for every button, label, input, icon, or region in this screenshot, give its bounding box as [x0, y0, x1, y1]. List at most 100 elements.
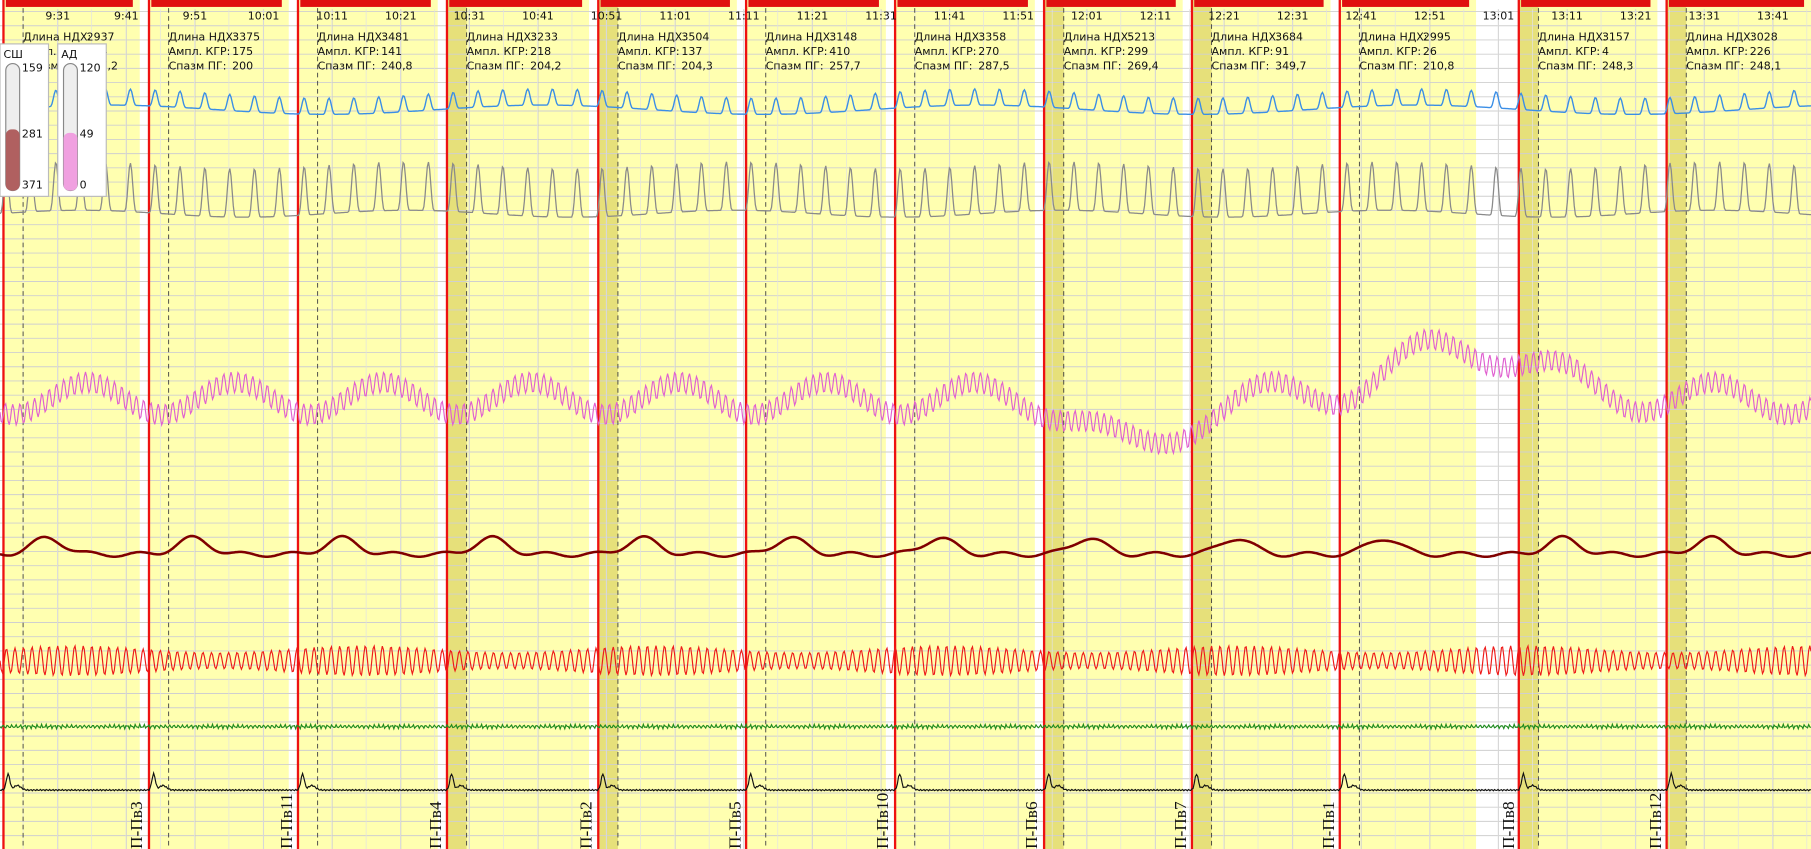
time-label: 11:31 — [865, 10, 897, 23]
stat-label: Спазм ПГ: — [1212, 59, 1270, 72]
stat-label: Спазм ПГ: — [915, 59, 973, 72]
stat-label: Длина НДХ: — [1064, 30, 1132, 43]
time-label: 12:01 — [1071, 10, 1103, 23]
stat-value: 3233 — [530, 30, 558, 43]
top-bar — [748, 0, 879, 7]
stat-label: Спазм ПГ: — [1686, 59, 1744, 72]
time-label: 9:41 — [114, 10, 139, 23]
gauge-mark: 120 — [80, 62, 101, 75]
darkred-trace — [0, 534, 1811, 559]
stat-label: Ампл. КГР: — [1212, 45, 1274, 58]
stat-value: 240,8 — [381, 59, 412, 72]
time-label: 12:11 — [1140, 10, 1172, 23]
stat-label: Ампл. КГР: — [1064, 45, 1126, 58]
stat-value: 218 — [530, 45, 551, 58]
top-bar — [1194, 0, 1324, 7]
gauge-title: АД — [61, 48, 78, 61]
stat-value: 26 — [1423, 45, 1437, 58]
stat-label: Ампл. КГР: — [618, 45, 680, 58]
top-bar — [1668, 0, 1805, 7]
top-bar — [151, 0, 282, 7]
stat-value: 175 — [232, 45, 253, 58]
bottom-label: П-Пв6 — [1022, 801, 1041, 849]
time-label: 10:21 — [385, 10, 417, 23]
stat-value: 248,1 — [1750, 59, 1781, 72]
bottom-label: П-Пв1 — [1319, 801, 1338, 849]
green-trace — [0, 722, 1811, 731]
pink-trace — [0, 327, 1811, 456]
top-bar — [449, 0, 583, 7]
stat-label: Длина НДХ: — [1538, 30, 1606, 43]
black-trace — [0, 770, 1811, 792]
stat-label: Длина НДХ: — [1686, 30, 1754, 43]
time-label: 11:01 — [659, 10, 691, 23]
stat-value: 137 — [681, 45, 702, 58]
time-label: 13:31 — [1688, 10, 1720, 23]
stat-value: 3157 — [1602, 30, 1630, 43]
time-label: 10:31 — [454, 10, 486, 23]
gauge-title: СШ — [3, 48, 22, 61]
stat-label: Спазм ПГ: — [766, 59, 824, 72]
bottom-label: П-Пв2 — [576, 801, 595, 849]
time-label: 13:01 — [1483, 10, 1515, 23]
top-bar — [5, 0, 133, 7]
stat-label: Спазм ПГ: — [467, 59, 525, 72]
stat-label: Спазм ПГ: — [1538, 59, 1596, 72]
stat-value: 3028 — [1750, 30, 1778, 43]
stat-label: Ампл. КГР: — [1686, 45, 1748, 58]
time-label: 13:21 — [1620, 10, 1652, 23]
stat-value: 269,4 — [1127, 59, 1158, 72]
stat-value: 257,7 — [829, 59, 860, 72]
blue-trace — [0, 87, 1811, 116]
time-label: 12:21 — [1208, 10, 1240, 23]
top-bar — [1521, 0, 1651, 7]
stat-value: 349,7 — [1275, 59, 1306, 72]
bottom-label: П-Пв5 — [725, 801, 744, 849]
gauge-mark: 49 — [80, 127, 94, 140]
stat-label: Длина НДХ: — [1359, 30, 1427, 43]
time-label: 13:11 — [1551, 10, 1583, 23]
stat-value: 4 — [1602, 45, 1609, 58]
stat-label: Длина НДХ: — [766, 30, 834, 43]
stat-label: Длина НДХ: — [318, 30, 386, 43]
stat-value: 3358 — [978, 30, 1006, 43]
stat-label: Ампл. КГР: — [467, 45, 529, 58]
time-label: 9:31 — [45, 10, 70, 23]
time-label: 11:41 — [934, 10, 966, 23]
red-trace — [0, 643, 1811, 678]
bottom-label: П-Пв7 — [1171, 801, 1190, 849]
time-label: 10:01 — [248, 10, 280, 23]
gray-trace — [0, 161, 1811, 218]
stat-value: 299 — [1127, 45, 1148, 58]
time-label: 12:41 — [1345, 10, 1377, 23]
stat-label: Спазм ПГ: — [1064, 59, 1122, 72]
gauge-mark: 159 — [22, 62, 43, 75]
stat-label: Спазм ПГ: — [1359, 59, 1417, 72]
stat-value: 141 — [381, 45, 402, 58]
time-label: 11:11 — [728, 10, 760, 23]
gauge-mark: 371 — [22, 178, 43, 191]
stat-label: Длина НДХ: — [618, 30, 686, 43]
stat-label: Спазм ПГ: — [618, 59, 676, 72]
time-label: 11:51 — [1002, 10, 1034, 23]
stat-value: 210,8 — [1423, 59, 1454, 72]
time-label: 13:41 — [1757, 10, 1789, 23]
time-label: 10:51 — [591, 10, 623, 23]
time-label: 11:21 — [797, 10, 829, 23]
stat-value: 3504 — [681, 30, 709, 43]
stat-value: 3375 — [232, 30, 260, 43]
stat-label: Ампл. КГР: — [915, 45, 977, 58]
stat-label: Ампл. КГР: — [318, 45, 380, 58]
stat-label: Длина НДХ: — [1212, 30, 1280, 43]
stat-value: 91 — [1275, 45, 1289, 58]
time-label: 10:41 — [522, 10, 554, 23]
top-bar — [1046, 0, 1176, 7]
top-bar — [300, 0, 431, 7]
stat-label: Длина НДХ: — [467, 30, 535, 43]
stat-value: 3148 — [829, 30, 857, 43]
gauge-mark: 0 — [80, 178, 87, 191]
stat-label: Спазм ПГ: — [169, 59, 227, 72]
stat-value: 200 — [232, 59, 253, 72]
time-label: 9:51 — [183, 10, 208, 23]
